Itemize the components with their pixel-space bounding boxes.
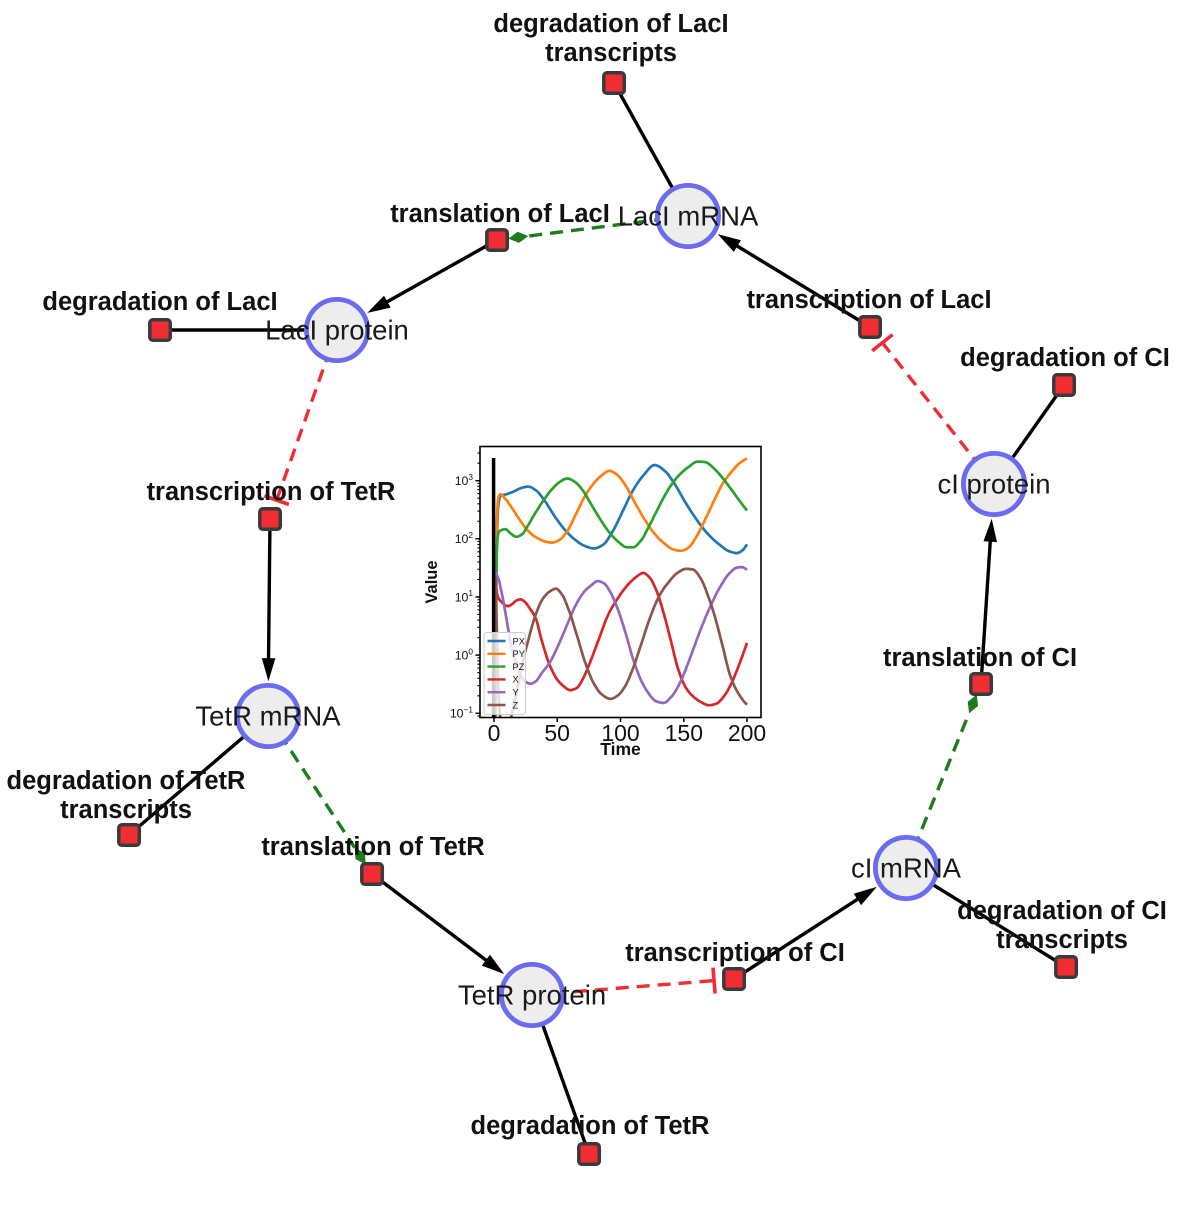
svg-text:transcription of CI: transcription of CI	[625, 939, 845, 967]
svg-text:transcription of TetR: transcription of TetR	[147, 478, 396, 506]
svg-text:transcripts: transcripts	[60, 796, 192, 824]
svg-text:transcripts: transcripts	[545, 39, 677, 67]
svg-text:translation of CI: translation of CI	[883, 644, 1077, 672]
svg-text:transcription of LacI: transcription of LacI	[746, 286, 991, 314]
svg-text:degradation of CI: degradation of CI	[960, 344, 1170, 372]
svg-text:degradation of LacI: degradation of LacI	[42, 288, 277, 316]
svg-text:translation of LacI: translation of LacI	[390, 200, 610, 228]
svg-text:0: 0	[488, 720, 501, 746]
svg-text:LacI mRNA: LacI mRNA	[618, 201, 759, 232]
svg-text:cI mRNA: cI mRNA	[851, 853, 962, 884]
svg-text:PX: PX	[513, 636, 525, 646]
svg-text:translation of TetR: translation of TetR	[261, 833, 484, 861]
svg-text:transcripts: transcripts	[996, 926, 1128, 954]
svg-text:degradation of LacI: degradation of LacI	[493, 10, 728, 38]
svg-text:degradation of CI: degradation of CI	[957, 897, 1167, 925]
svg-text:degradation of TetR: degradation of TetR	[7, 767, 246, 795]
svg-text:X: X	[513, 675, 519, 685]
svg-text:LacI protein: LacI protein	[265, 315, 409, 346]
svg-text:200: 200	[728, 720, 766, 746]
svg-text:Y: Y	[513, 688, 519, 698]
svg-text:Value: Value	[423, 560, 441, 603]
svg-text:TetR protein: TetR protein	[458, 980, 606, 1011]
svg-text:degradation of TetR: degradation of TetR	[471, 1112, 710, 1140]
svg-text:Z: Z	[513, 700, 519, 710]
svg-text:150: 150	[665, 720, 703, 746]
svg-text:TetR mRNA: TetR mRNA	[195, 701, 341, 732]
svg-text:Time: Time	[600, 739, 641, 759]
svg-text:50: 50	[544, 720, 570, 746]
svg-text:100: 100	[601, 720, 639, 746]
svg-text:cI protein: cI protein	[937, 469, 1050, 500]
svg-text:PZ: PZ	[513, 662, 525, 672]
svg-text:PY: PY	[513, 649, 525, 659]
